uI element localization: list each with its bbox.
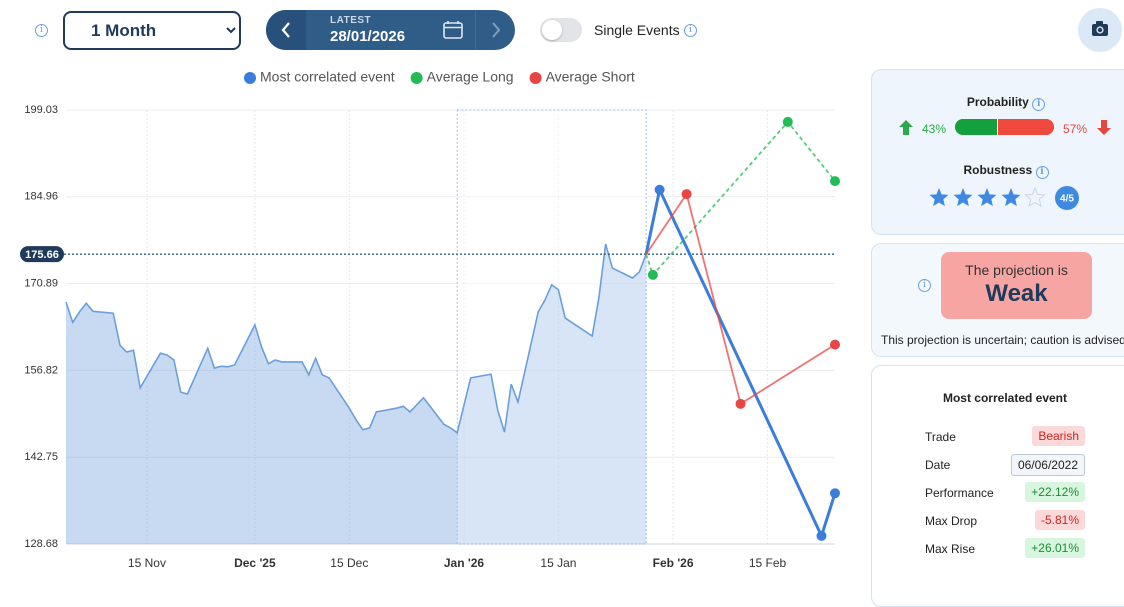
- probability-card: Probability i 43% 57% Robustness i 4/5: [871, 69, 1124, 235]
- period-select[interactable]: 1 Month: [63, 11, 241, 50]
- date-navigator: LATEST 28/01/2026: [266, 10, 515, 50]
- event-row-value: -5.81%: [1034, 510, 1085, 530]
- robustness-stars: 4/5: [929, 186, 1079, 210]
- series-point: [830, 488, 840, 499]
- event-row-label: Max Rise: [925, 542, 976, 556]
- legend-label: Most correlated event: [260, 69, 395, 85]
- projection-caption: The projection is: [965, 262, 1068, 278]
- highlight-range: [456, 109, 647, 545]
- star: [977, 188, 997, 207]
- series-point: [830, 339, 840, 350]
- y-tick-label: 156.82: [24, 364, 58, 376]
- x-tick-label: Feb '26: [653, 556, 694, 570]
- event-row-value: Bearish: [1032, 426, 1085, 446]
- star: [929, 188, 949, 207]
- info-icon[interactable]: i: [1032, 98, 1046, 111]
- prev-icon: [281, 22, 290, 38]
- current-value-badge: [20, 246, 64, 263]
- x-tick-label: 15 Nov: [128, 556, 166, 570]
- info-icon[interactable]: i: [35, 24, 48, 37]
- y-tick-label: 170.89: [24, 278, 58, 290]
- star: [1001, 188, 1021, 207]
- series-point: [735, 398, 746, 409]
- event-row-value: 06/06/2022: [1010, 454, 1085, 476]
- robustness-title: Robustness i: [872, 163, 1124, 179]
- legend-marker: [529, 72, 542, 84]
- series-point: [647, 269, 658, 280]
- chart: 128.68 142.75 156.82 170.89 184.96 199.03 15 N…: [20, 69, 840, 570]
- series-line: [645, 191, 836, 406]
- prev-button[interactable]: [266, 10, 306, 50]
- projection-strength: Weak: [985, 280, 1048, 307]
- probability-title-text: Probability: [966, 95, 1029, 109]
- toggle-label: Single Events: [594, 22, 680, 38]
- probability-down-bar: [997, 119, 1054, 135]
- camera-icon: [1092, 21, 1108, 36]
- down-arrow: [1097, 120, 1111, 135]
- date-caption: LATEST: [330, 15, 372, 26]
- star: [1024, 186, 1046, 208]
- x-tick-label: 15 Dec: [330, 556, 368, 570]
- y-tick-label: 142.75: [24, 451, 58, 463]
- event-row-value: +26.01%: [1025, 538, 1085, 558]
- event-row-label: Performance: [925, 486, 994, 500]
- series-line: [644, 185, 837, 541]
- x-tick-label: 15 Jan: [540, 556, 576, 570]
- event-row-label: Trade: [925, 430, 956, 444]
- y-tick-label: 184.96: [24, 191, 58, 203]
- current-value-label: 175.66: [25, 249, 59, 261]
- event-row-value: +22.12%: [1025, 482, 1085, 502]
- event-row-label: Date: [925, 458, 951, 472]
- next-button[interactable]: [475, 10, 515, 50]
- legend-marker: [244, 72, 256, 84]
- robustness-badge: [1055, 186, 1079, 210]
- series-point: [830, 176, 840, 187]
- price-line: [65, 243, 647, 435]
- date-value: 28/01/2026: [330, 28, 406, 45]
- toggle[interactable]: [540, 18, 582, 42]
- projection-card: i The projection is Weak This projection…: [871, 243, 1124, 357]
- camera-button[interactable]: [1078, 8, 1122, 52]
- probability-up: 43%: [922, 122, 947, 136]
- event-title: Most correlated event: [942, 391, 1068, 405]
- info-icon[interactable]: i: [1035, 166, 1049, 179]
- projection-badge: The projection is Weak: [941, 252, 1092, 319]
- legend-marker: [410, 72, 423, 84]
- series-point: [654, 184, 665, 195]
- series-line: [645, 120, 836, 277]
- y-tick-label: 199.03: [24, 104, 58, 116]
- probability-down: 57%: [1063, 122, 1088, 136]
- up-arrow: [899, 120, 913, 135]
- event-row-label: Max Drop: [925, 514, 978, 528]
- price-area: [66, 244, 647, 544]
- toggle-knob: [542, 20, 562, 40]
- info-icon[interactable]: i: [918, 279, 931, 292]
- x-tick-label: 15 Feb: [749, 556, 787, 570]
- series-point: [681, 189, 692, 200]
- robustness-title-text: Robustness: [963, 163, 1033, 177]
- x-tick-label: Dec '25: [234, 556, 276, 570]
- series-point: [782, 116, 793, 127]
- legend-label: Average Short: [546, 69, 635, 85]
- info-icon[interactable]: i: [684, 24, 697, 37]
- star: [953, 188, 973, 207]
- series-point: [816, 530, 827, 541]
- x-tick-label: Jan '26: [444, 556, 485, 570]
- robustness-label: 4/5: [1060, 194, 1074, 205]
- projection-note: This projection is uncertain; caution is…: [881, 333, 1124, 347]
- calendar-icon[interactable]: [442, 19, 464, 41]
- probability-title: Probability i: [872, 95, 1124, 111]
- page: { "toolbar": {"period": "1 Month", "date…: [20, 8, 1124, 607]
- next-icon: [492, 22, 501, 38]
- probability-up-bar: [955, 119, 998, 135]
- event-card: Most correlated event Trade Bearish Date 06…: [871, 365, 1124, 607]
- probability-bar: [955, 119, 1054, 135]
- y-tick-label: 128.68: [24, 538, 58, 550]
- legend-label: Average Long: [427, 69, 514, 85]
